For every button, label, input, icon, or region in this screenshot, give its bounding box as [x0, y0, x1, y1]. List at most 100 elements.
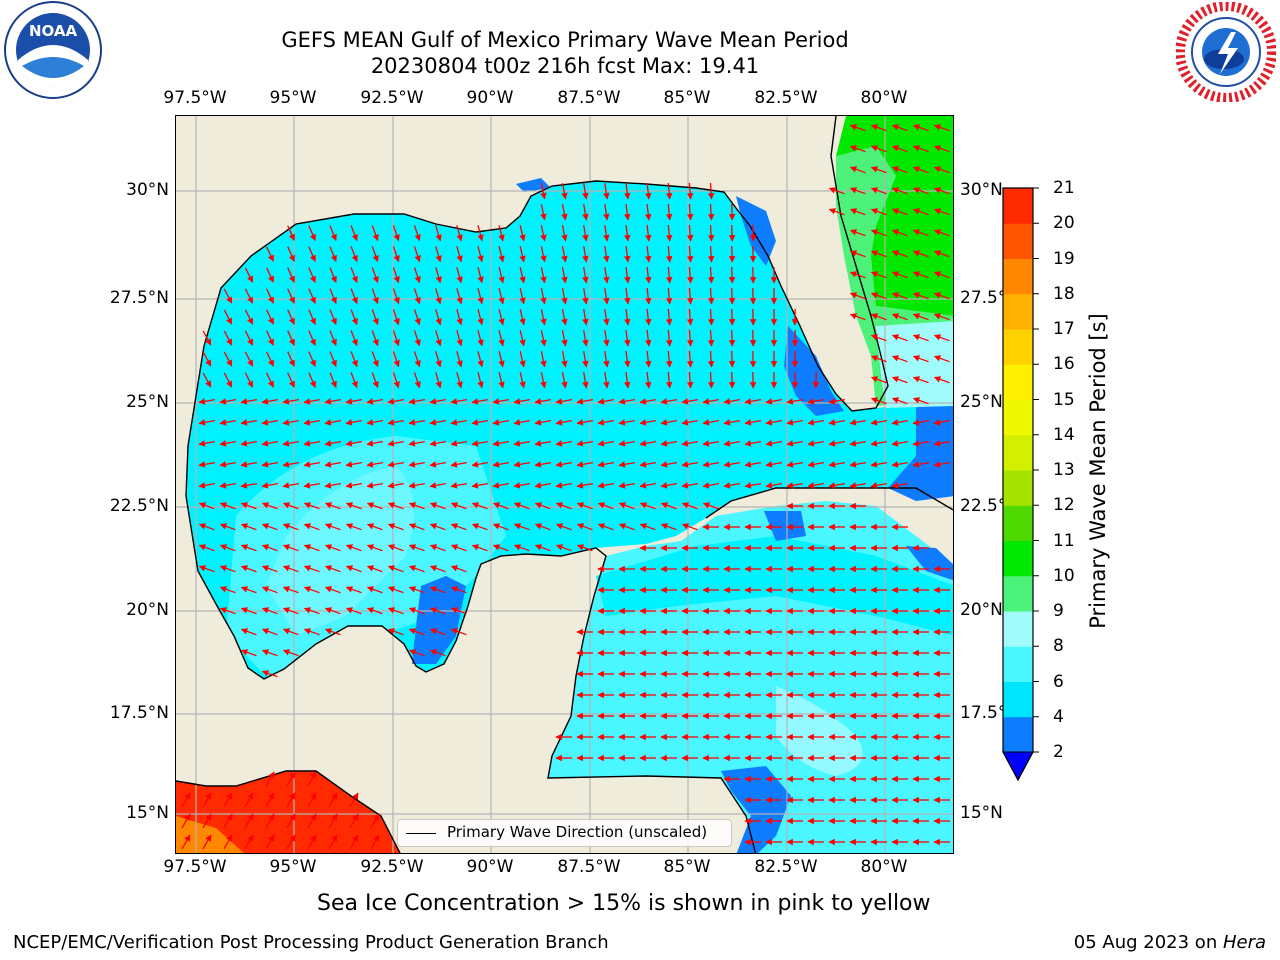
wave-direction-arrow	[303, 544, 320, 552]
wave-direction-arrow	[345, 523, 362, 531]
wave-direction-arrow	[429, 482, 447, 489]
wave-direction-arrow	[198, 398, 216, 405]
colorbar-segment	[1003, 681, 1033, 718]
wave-direction-arrow	[371, 372, 379, 389]
wave-direction-arrow	[498, 372, 505, 389]
wave-direction-arrow	[891, 313, 908, 321]
wave-direction-arrow	[303, 440, 321, 447]
wave-direction-arrow	[891, 419, 909, 426]
wave-direction-arrow	[456, 309, 463, 326]
svg-text:NOAA: NOAA	[29, 22, 78, 40]
footer-date: 05 Aug 2023 on Hera	[1073, 932, 1266, 953]
wave-direction-arrow	[328, 834, 338, 850]
wave-direction-arrow	[561, 245, 568, 263]
wave-direction-arrow	[219, 461, 237, 468]
wave-direction-arrow	[498, 267, 505, 284]
coastal-short-period	[412, 576, 466, 664]
wave-direction-arrow	[450, 586, 467, 594]
wave-direction-arrow	[223, 309, 233, 325]
colorbar-segment	[1003, 329, 1033, 365]
wave-direction-arrow	[534, 440, 552, 447]
wave-direction-arrow	[371, 225, 379, 242]
wave-direction-arrow	[686, 350, 694, 368]
wave-direction-arrow	[345, 419, 363, 426]
lon-tick-top: 92.5°W	[360, 88, 424, 108]
wave-direction-arrow	[492, 523, 509, 531]
wave-direction-arrow	[261, 586, 278, 594]
wave-direction-arrow	[282, 649, 299, 657]
wave-direction-arrow	[534, 461, 552, 468]
wave-direction-arrow	[387, 565, 404, 573]
wave-direction-arrow	[387, 398, 405, 405]
wave-direction-arrow	[392, 225, 400, 242]
wave-direction-arrow	[244, 351, 254, 367]
wave-direction-arrow	[202, 792, 212, 808]
wave-direction-arrow	[371, 246, 379, 263]
wave-direction-arrow	[603, 267, 610, 284]
lon-tick-top: 80°W	[860, 88, 908, 108]
wave-direction-arrow	[849, 461, 867, 468]
wave-direction-arrow	[282, 398, 300, 405]
wave-direction-arrow	[728, 329, 736, 347]
wave-direction-arrow	[303, 523, 320, 531]
wave-direction-arrow	[540, 351, 547, 368]
wave-direction-arrow	[303, 419, 321, 426]
wave-direction-arrow	[429, 461, 447, 468]
wave-direction-arrow	[366, 461, 384, 468]
wave-direction-arrow	[933, 208, 950, 216]
wave-direction-arrow	[540, 267, 547, 284]
wave-direction-arrow	[329, 309, 337, 326]
wave-direction-arrow	[498, 309, 505, 326]
wave-direction-arrow	[561, 329, 568, 347]
lon-tick-top: 95°W	[269, 88, 317, 108]
wave-direction-arrow	[891, 482, 909, 489]
wave-direction-arrow	[665, 371, 673, 389]
lon-tick-top: 82.5°W	[754, 88, 818, 108]
map-legend: Primary Wave Direction (unscaled)	[397, 819, 732, 847]
wave-direction-arrow	[513, 502, 530, 510]
wave-direction-arrow	[849, 124, 866, 132]
wave-direction-arrow	[582, 266, 589, 284]
wave-direction-arrow	[540, 246, 547, 263]
wave-direction-arrow	[266, 246, 274, 262]
wave-direction-arrow	[408, 565, 425, 573]
wave-direction-arrow	[597, 461, 615, 468]
wave-direction-arrow	[244, 792, 254, 808]
wave-direction-arrow	[349, 792, 359, 808]
wave-direction-arrow	[660, 502, 677, 510]
wave-direction-arrow	[849, 440, 867, 447]
wave-direction-arrow	[519, 309, 526, 326]
colorbar-tick-label: 2	[1053, 742, 1064, 762]
wave-direction-arrow	[765, 419, 783, 426]
wave-direction-arrow	[765, 482, 783, 489]
wave-direction-arrow	[308, 267, 316, 283]
wave-direction-arrow	[891, 334, 908, 342]
wave-direction-arrow	[618, 482, 636, 489]
wave-direction-arrow	[728, 266, 736, 284]
wave-direction-arrow	[345, 398, 363, 405]
wave-direction-arrow	[477, 267, 484, 284]
colorbar-label: Primary Wave Mean Period [s]	[1086, 313, 1110, 629]
wave-direction-arrow	[371, 267, 379, 284]
wave-direction-arrow	[287, 288, 295, 304]
wave-direction-arrow	[303, 586, 320, 594]
wave-direction-arrow	[519, 225, 526, 242]
lon-tick-bottom: 82.5°W	[754, 857, 818, 877]
wave-direction-arrow	[728, 371, 736, 389]
wave-direction-arrow	[366, 544, 383, 552]
wave-direction-arrow	[707, 329, 715, 347]
lon-tick-bottom: 95°W	[269, 857, 317, 877]
footer-credit: NCEP/EMC/Verification Post Processing Pr…	[13, 932, 609, 953]
colorbar-segment	[1003, 364, 1033, 400]
wave-direction-arrow	[555, 440, 573, 447]
wave-direction-arrow	[387, 586, 404, 594]
wave-direction-arrow	[728, 308, 736, 326]
wave-direction-arrow	[370, 813, 380, 829]
wave-direction-arrow	[534, 544, 551, 552]
wave-direction-arrow	[266, 288, 274, 304]
wave-direction-arrow	[265, 792, 275, 808]
wave-direction-arrow	[786, 419, 804, 426]
lat-tick-right: 30°N	[960, 180, 1003, 200]
wave-direction-arrow	[870, 124, 887, 132]
wave-direction-arrow	[686, 245, 694, 263]
